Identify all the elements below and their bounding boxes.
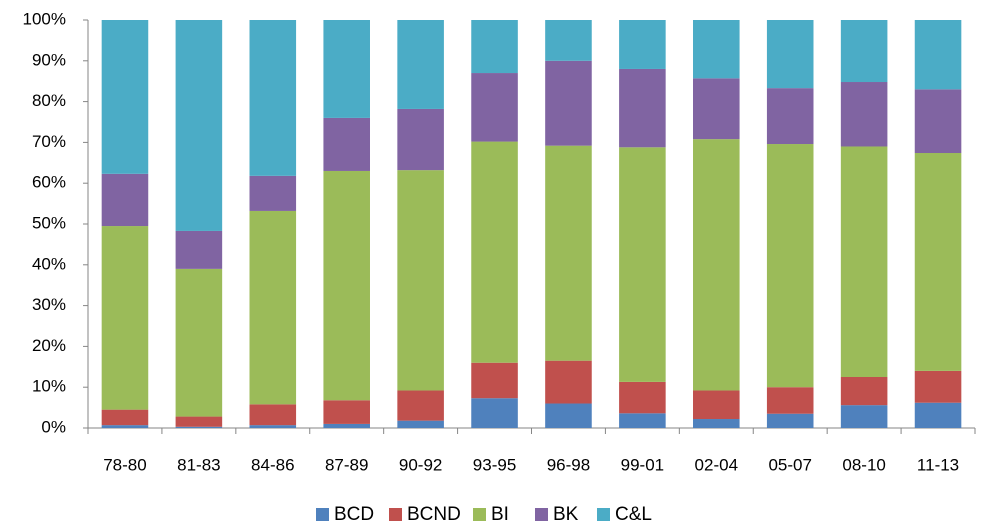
bar-segment: [397, 420, 444, 428]
bar-segment: [397, 390, 444, 421]
legend-label: C&L: [615, 504, 652, 525]
x-tick-label: 96-98: [547, 455, 590, 474]
x-tick-label: 81-83: [177, 455, 220, 474]
x-tick-label: 08-10: [842, 455, 885, 474]
bar-segment: [545, 20, 592, 61]
y-tick-label: 60%: [32, 173, 66, 192]
y-tick-label: 70%: [32, 132, 66, 151]
y-tick-label: 100%: [23, 9, 66, 28]
legend-swatch: [473, 508, 486, 521]
bar-segment: [840, 146, 888, 377]
legend-label: BCND: [407, 504, 461, 525]
y-tick-label: 40%: [32, 254, 66, 273]
bar-segment: [323, 117, 370, 171]
bar-segment: [101, 20, 149, 174]
bar-segment: [545, 60, 592, 146]
bar-segment: [840, 82, 888, 147]
bar-segment: [619, 381, 666, 414]
legend-swatch: [316, 508, 329, 521]
bar-segment: [101, 409, 149, 426]
bar-segment: [249, 20, 297, 176]
bar-segment: [323, 170, 370, 401]
bar-segment: [101, 173, 149, 227]
bar-segment: [766, 413, 814, 428]
x-tick-label: 84-86: [251, 455, 294, 474]
bar-segment: [766, 20, 814, 89]
bar-segment: [619, 413, 666, 428]
bar-segment: [914, 20, 962, 90]
bar-segment: [840, 405, 888, 428]
x-tick-label: 93-95: [473, 455, 516, 474]
bar-segment: [619, 20, 666, 69]
bar-segment: [766, 387, 814, 414]
bar-segment: [397, 170, 444, 391]
bar-segment: [101, 226, 149, 410]
bar-segment: [249, 210, 297, 405]
bar-segment: [619, 68, 666, 148]
bar-segment: [471, 20, 518, 74]
bar-segment: [249, 425, 297, 428]
x-tick-label: 90-92: [399, 455, 442, 474]
bar-segment: [175, 230, 223, 269]
bar-segment: [914, 402, 962, 428]
bar-segment: [914, 370, 962, 403]
x-tick-label: 78-80: [103, 455, 146, 474]
bar-segment: [545, 145, 592, 361]
bar-segment: [693, 20, 740, 79]
bar-segment: [840, 20, 888, 83]
legend-label: BK: [553, 504, 579, 525]
bar-segment: [471, 398, 518, 428]
bar-segment: [101, 425, 149, 428]
x-tick-label: 05-07: [768, 455, 811, 474]
legend-swatch: [597, 508, 610, 521]
bar-segment: [249, 175, 297, 211]
x-tick-label: 02-04: [695, 455, 738, 474]
bar-segment: [175, 268, 223, 417]
bar-segment: [545, 360, 592, 404]
legend-swatch: [389, 508, 402, 521]
y-tick-label: 90%: [32, 50, 66, 69]
bar-segment: [175, 20, 223, 231]
bar-segment: [693, 139, 740, 391]
y-tick-label: 10%: [32, 377, 66, 396]
bar-segment: [175, 426, 223, 428]
y-tick-label: 20%: [32, 336, 66, 355]
bar-segment: [249, 404, 297, 426]
bar-segment: [693, 78, 740, 140]
bar-segment: [619, 147, 666, 382]
bar-segment: [471, 73, 518, 142]
legend-label: BI: [491, 504, 509, 525]
y-tick-label: 30%: [32, 295, 66, 314]
bar-segment: [397, 108, 444, 171]
x-tick-label: 87-89: [325, 455, 368, 474]
bar-segment: [840, 377, 888, 406]
bar-segment: [545, 403, 592, 428]
bar-segment: [693, 419, 740, 428]
bar-segment: [175, 416, 223, 427]
bar-segment: [323, 20, 370, 118]
bar-segment: [914, 153, 962, 371]
bar-segment: [471, 362, 518, 399]
legend-swatch: [535, 508, 548, 521]
bar-segment: [766, 88, 814, 145]
bar-segment: [693, 390, 740, 420]
x-tick-label: 11-13: [917, 455, 959, 474]
legend-label: BCD: [334, 504, 374, 525]
bar-segment: [397, 20, 444, 109]
y-tick-label: 0%: [41, 417, 66, 436]
bar-segment: [323, 423, 370, 428]
bar-segment: [914, 89, 962, 154]
bar-segment: [471, 141, 518, 363]
x-tick-label: 99-01: [621, 455, 664, 474]
bar-segment: [323, 400, 370, 424]
y-tick-label: 80%: [32, 91, 66, 110]
y-tick-label: 50%: [32, 213, 66, 232]
bar-segment: [766, 144, 814, 388]
